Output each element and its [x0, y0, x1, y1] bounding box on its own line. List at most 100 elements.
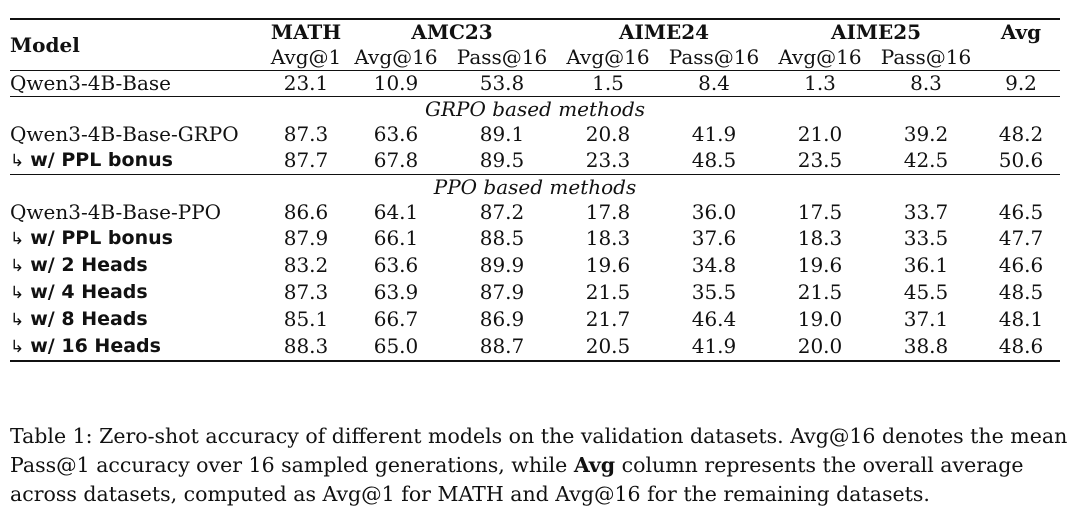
value-cell: 23.5 [797, 148, 843, 172]
value-cell: 39.2 [903, 122, 949, 146]
model-name-cell: ↳ w/ PPL bonus [10, 225, 266, 252]
value-cell: 18.3 [585, 226, 631, 250]
results-table: Model MATH AMC23 AIME24 AIME25 Avg Avg@1… [10, 18, 1060, 362]
sub-variant-arrow-icon: ↳ [10, 283, 25, 303]
baseline-row: Qwen3-4B-Base 23.1 10.9 53.8 1.5 8.4 1.3 8.3 9.2 [10, 70, 1060, 97]
table-row: Qwen3-4B-Base-PPO 86.6 64.1 87.2 17.8 36.0 17.… [10, 200, 1060, 225]
value-cell: 33.5 [903, 226, 949, 250]
value-cell: 85.1 [283, 307, 329, 331]
value-cell: 67.8 [373, 148, 419, 172]
value-cell: 46.4 [691, 307, 737, 331]
value-cell: 87.3 [283, 280, 329, 304]
value-cell: 42.5 [903, 148, 949, 172]
value-cell: 41.9 [691, 122, 737, 146]
value-cell: 20.8 [585, 122, 631, 146]
value-cell: 21.0 [797, 122, 843, 146]
value-cell: 66.7 [373, 307, 419, 331]
value-cell: 48.5 [691, 148, 737, 172]
group-header-amc23: AMC23 [411, 20, 493, 44]
value-cell: 17.5 [797, 200, 843, 224]
value-cell: 36.1 [903, 253, 949, 277]
value-cell: 87.3 [283, 122, 329, 146]
model-name: w/ 2 Heads [30, 254, 148, 276]
table-caption: Table 1: Zero-shot accuracy of different… [10, 422, 1070, 509]
value-cell: 19.6 [797, 253, 843, 277]
table-row: ↳ w/ PPL bonus 87.7 67.8 89.5 23.3 48.5 23.5 42.… [10, 147, 1060, 175]
table-body: Qwen3-4B-Base 23.1 10.9 53.8 1.5 8.4 1.3 8.3 9.2… [10, 70, 1060, 361]
metric-header: Pass@16 [880, 45, 972, 69]
sub-variant-arrow-icon: ↳ [10, 151, 25, 171]
value-cell: 19.0 [797, 307, 843, 331]
value-cell: 17.8 [585, 200, 631, 224]
sub-variant-arrow-icon: ↳ [10, 310, 25, 330]
table-row: ↳ w/ 4 Heads 87.3 63.9 87.9 21.5 35.5 21.5 45.5 4… [10, 279, 1060, 306]
model-name: w/ PPL bonus [30, 149, 173, 171]
model-name: w/ 16 Heads [30, 335, 161, 357]
model-name-cell: ↳ w/ 16 Heads [10, 333, 266, 361]
sub-variant-arrow-icon: ↳ [10, 337, 25, 357]
model-name-cell: ↳ w/ 8 Heads [10, 306, 266, 333]
metric-header: Avg@1 [270, 45, 342, 69]
value-cell: 64.1 [373, 200, 419, 224]
model-name: w/ 8 Heads [30, 308, 148, 330]
model-name-cell: Qwen3-4B-Base-PPO [10, 200, 266, 225]
value-cell: 46.5 [998, 200, 1044, 224]
value-cell: 63.6 [373, 253, 419, 277]
group-header-aime25: AIME25 [830, 20, 922, 44]
value-cell: 88.5 [479, 226, 525, 250]
value-cell: 63.9 [373, 280, 419, 304]
sub-variant-arrow-icon: ↳ [10, 256, 25, 276]
value-cell: 48.6 [998, 334, 1044, 358]
value-cell: 10.9 [373, 71, 419, 95]
value-cell: 87.9 [283, 226, 329, 250]
value-cell: 21.5 [797, 280, 843, 304]
group-header-math: MATH [270, 20, 342, 44]
value-cell: 66.1 [373, 226, 419, 250]
value-cell: 21.5 [585, 280, 631, 304]
model-name-cell: Qwen3-4B-Base-GRPO [10, 122, 266, 147]
table-row: Qwen3-4B-Base-GRPO 87.3 63.6 89.1 20.8 41.9 21… [10, 122, 1060, 147]
metric-header: Avg@16 [778, 45, 862, 69]
section-title: PPO based methods [433, 175, 637, 199]
metric-header: Avg@16 [354, 45, 438, 69]
value-cell: 21.7 [585, 307, 631, 331]
value-cell: 48.5 [998, 280, 1044, 304]
caption-text-end: column represents the overall average ac… [10, 453, 1024, 506]
group-header-avg: Avg [1000, 20, 1042, 44]
model-column-header: Model [10, 32, 80, 57]
section-header-row: GRPO based methods [10, 96, 1060, 123]
value-cell: 86.6 [283, 200, 329, 224]
header-row-metrics: Avg@1 Avg@16 Pass@16 Avg@16 Pass@16 Avg@… [10, 45, 1060, 71]
model-name-cell: ↳ w/ PPL bonus [10, 147, 266, 175]
value-cell: 8.4 [698, 71, 730, 95]
value-cell: 89.1 [479, 122, 525, 146]
value-cell: 88.3 [283, 334, 329, 358]
value-cell: 23.3 [585, 148, 631, 172]
value-cell: 36.0 [691, 200, 737, 224]
value-cell: 86.9 [479, 307, 525, 331]
value-cell: 38.8 [903, 334, 949, 358]
model-name: Qwen3-4B-Base-PPO [10, 200, 222, 224]
value-cell: 87.7 [283, 148, 329, 172]
value-cell: 65.0 [373, 334, 419, 358]
value-cell: 53.8 [479, 71, 525, 95]
model-name: Qwen3-4B-Base-GRPO [10, 122, 239, 146]
value-cell: 9.2 [1005, 71, 1037, 95]
value-cell: 35.5 [691, 280, 737, 304]
table-row: ↳ w/ 2 Heads 83.2 63.6 89.9 19.6 34.8 19.6 36.1 4… [10, 252, 1060, 279]
value-cell: 23.1 [283, 71, 329, 95]
model-name: w/ 4 Heads [30, 281, 148, 303]
caption-text: Table 1: Zero-shot accuracy of different… [10, 424, 1068, 477]
model-name: Qwen3-4B-Base [10, 71, 171, 95]
table-row: ↳ w/ 8 Heads 85.1 66.7 86.9 21.7 46.4 19.0 37.1 4… [10, 306, 1060, 333]
header-row-groups: Model MATH AMC23 AIME24 AIME25 Avg [10, 19, 1060, 57]
value-cell: 19.6 [585, 253, 631, 277]
value-cell: 83.2 [283, 253, 329, 277]
value-cell: 34.8 [691, 253, 737, 277]
model-name-cell: Qwen3-4B-Base [10, 71, 266, 97]
model-name: w/ PPL bonus [30, 227, 173, 249]
value-cell: 50.6 [998, 148, 1044, 172]
metric-header: Pass@16 [456, 45, 548, 69]
value-cell: 48.1 [998, 307, 1044, 331]
